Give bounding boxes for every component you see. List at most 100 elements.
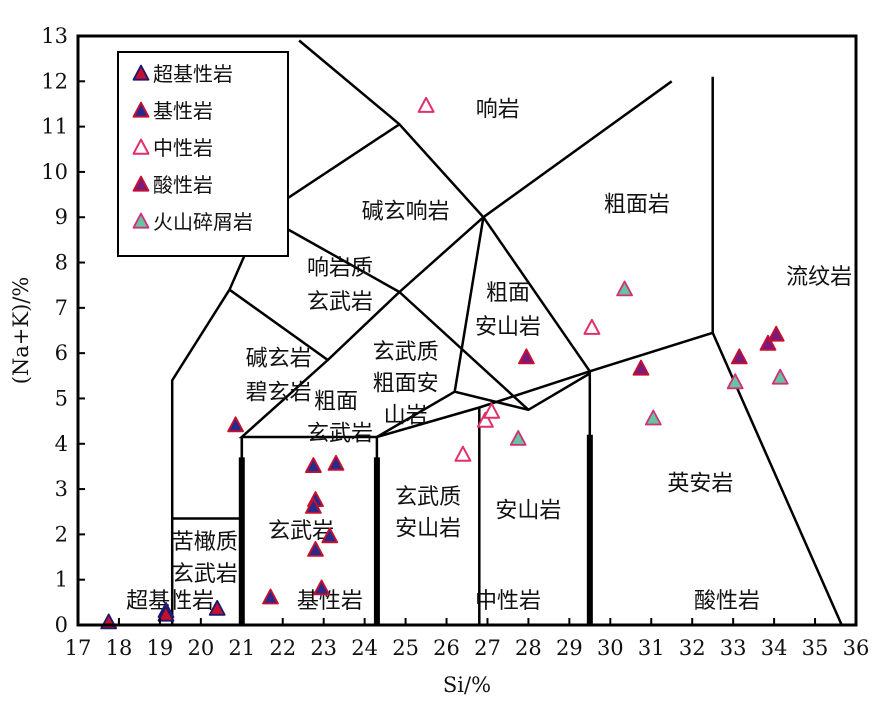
y-tick-label: 9 [55,205,68,229]
y-tick-label: 1 [55,568,68,592]
data-point [227,416,245,433]
legend-label: 基性岩 [153,99,213,123]
data-point [208,599,226,616]
x-tick-label: 22 [269,636,296,660]
x-tick-label: 26 [433,636,460,660]
x-tick-label: 17 [65,636,92,660]
field-label: 碱玄响岩 [362,199,450,224]
field-label: 安山岩 [495,498,561,523]
data-point [307,541,324,557]
data-point [454,445,472,462]
y-tick-label: 4 [55,432,68,456]
legend-marker [132,138,150,155]
y-tick-label: 12 [41,69,68,93]
x-tick-label: 18 [106,636,133,660]
data-point [483,402,501,419]
x-tick-label: 36 [843,636,870,660]
boundary-line [298,39,673,219]
field-label: 粗面 [314,390,358,415]
y-tick-label: 11 [41,115,68,139]
field-label: 玄武岩 [172,562,238,587]
boundary-line [398,291,530,411]
data-point [771,368,789,385]
data-point [583,318,601,335]
legend-marker [132,64,150,81]
x-axis-title: Si/% [443,673,491,697]
data-point [304,497,322,514]
data-point [509,429,527,446]
data-point [726,373,744,390]
y-tick-label: 3 [55,477,68,501]
field-label: 碱玄岩 [246,347,312,372]
y-tick-label: 0 [55,613,68,637]
y-tick-label: 6 [55,341,68,365]
data-points [100,96,789,630]
field-label: 玄武质 [395,485,461,510]
data-point [518,348,535,365]
data-point [262,588,279,605]
field-label: 粗面 [486,281,530,306]
boundary-line [482,216,591,373]
data-point [644,409,662,426]
x-tick-label: 34 [761,636,788,660]
data-point [157,605,175,622]
field-label: 酸性岩 [694,589,760,614]
x-tick-label: 21 [228,636,255,660]
field-label: 安山岩 [475,315,541,340]
legend-label: 中性岩 [153,136,213,160]
boundary-line [376,390,456,439]
data-point [767,325,785,342]
x-tick-label: 27 [474,636,501,660]
y-tick-label: 7 [55,296,68,320]
data-point [417,96,435,113]
field-label: 粗面安 [373,372,439,397]
data-point [327,454,345,471]
data-point [313,579,331,596]
legend-marker [132,212,150,229]
field-label: 粗面岩 [604,193,670,218]
field-label: 安山岩 [395,517,461,542]
x-tick-label: 19 [147,636,174,660]
field-label: 英安岩 [667,471,733,496]
field-label: 响岩质 [307,256,373,281]
boundary-line [453,216,591,412]
plot-frame [76,34,858,627]
x-axis-ticks: 17 18 19 20 21 22 23 24 25 26 27 28 29 30 31 32 33 34 35 36 [65,618,870,660]
legend-label: 火山碎屑岩 [153,210,253,234]
legend-label: 酸性岩 [153,173,213,197]
field-label: 响岩 [476,97,520,122]
x-tick-label: 30 [597,636,624,660]
x-tick-label: 33 [720,636,747,660]
field-label: 玄武质 [373,340,439,365]
data-point [321,527,339,544]
field-label: 玄武岩 [307,290,373,315]
x-tick-label: 35 [802,636,829,660]
data-point [304,457,322,474]
x-tick-label: 25 [392,636,419,660]
field-label: 山岩 [384,403,428,428]
field-label: 苦橄质 [172,530,238,555]
data-point [476,411,494,428]
x-tick-label: 31 [638,636,665,660]
field-label: 基性岩 [297,589,363,614]
x-tick-label: 32 [679,636,706,660]
y-tick-label: 10 [41,160,68,184]
field-label: 中性岩 [475,589,541,614]
field-label: 玄武岩 [307,421,373,446]
x-tick-label: 20 [187,636,214,660]
legend-label: 超基性岩 [153,62,233,86]
data-point [759,334,777,351]
x-tick-label: 23 [310,636,337,660]
field-label: 流纹岩 [786,265,852,290]
y-tick-label: 2 [55,522,68,546]
y-tick-label: 5 [55,386,68,410]
y-tick-label: 8 [55,251,68,275]
legend-marker [132,101,150,118]
data-point [632,359,650,376]
x-tick-label: 29 [556,636,583,660]
x-tick-label: 28 [515,636,542,660]
